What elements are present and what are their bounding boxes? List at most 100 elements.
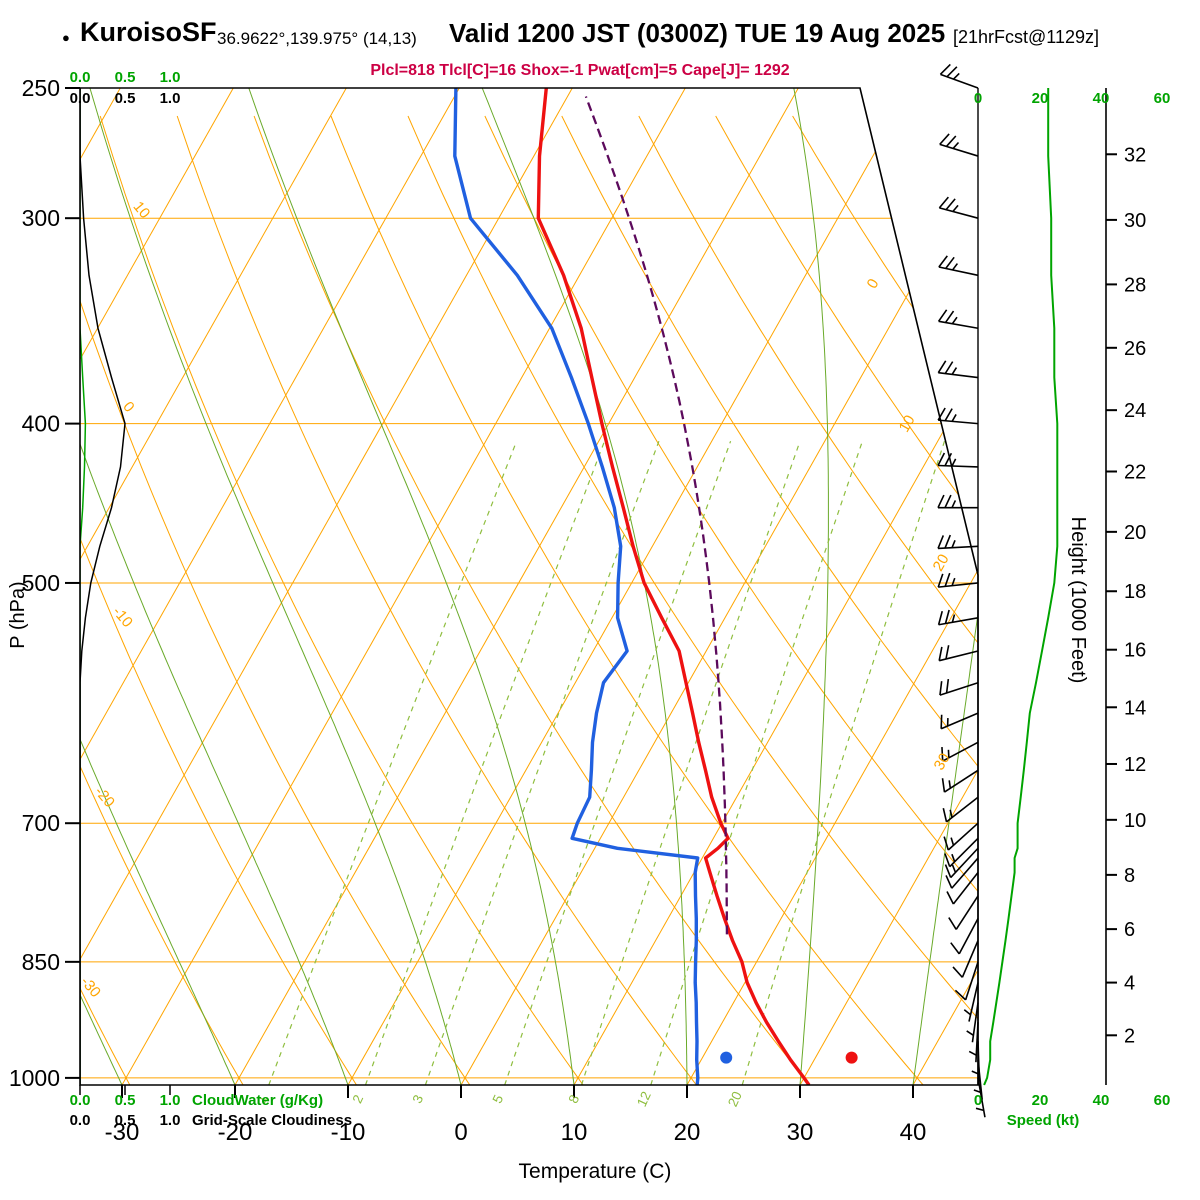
barb-staff — [942, 741, 979, 762]
barb-staff — [971, 1002, 979, 1043]
cloudiness-scale-top-2: 1.0 — [159, 90, 181, 107]
height-tick-label: 6 — [1124, 919, 1135, 941]
wind-barb — [939, 678, 979, 696]
height-tick-label: 14 — [1124, 697, 1146, 719]
sounding-indices: Plcl=818 Tlcl[C]=16 Shox=-1 Pwat[cm]=5 C… — [370, 62, 790, 79]
barb-full — [938, 196, 949, 209]
barb-full — [944, 452, 953, 467]
station-bullet-icon: ● — [62, 30, 70, 45]
barb-staff — [951, 857, 979, 889]
isotherm-line — [121, 88, 686, 1085]
wind-barb — [937, 494, 978, 509]
cloudiness-scale-top-1: 0.5 — [114, 90, 136, 107]
barb-staff — [939, 681, 979, 696]
cloudiness-axis-label: Grid-Scale Cloudiness — [192, 1112, 353, 1129]
pressure-tick-label: 500 — [22, 570, 60, 596]
barb-half — [966, 1030, 974, 1037]
barb-half — [948, 780, 952, 789]
speed-scale-top-2: 40 — [1092, 90, 1110, 107]
barb-full — [946, 891, 955, 905]
wind-barb — [968, 1022, 979, 1063]
wind-barb — [945, 857, 979, 889]
wind-barb — [937, 452, 979, 468]
moist-adiabat-line — [793, 88, 829, 1085]
height-tick-label: 12 — [1124, 754, 1146, 776]
isotherm-line — [573, 88, 978, 1085]
height-tick-label: 10 — [1124, 810, 1146, 832]
barb-full — [937, 494, 945, 509]
moist-adiabat-line — [80, 88, 349, 1085]
moist-adiabat-line — [89, 88, 462, 1085]
barb-half — [968, 1050, 977, 1056]
height-tick-label: 20 — [1124, 522, 1146, 544]
cloudiness-scale-bottom-0: 0.0 — [69, 1112, 91, 1129]
barb-full — [939, 133, 950, 145]
barb-full — [945, 198, 956, 211]
plot-border — [79, 87, 979, 1086]
speed-scale-bottom-1: 20 — [1031, 1092, 1049, 1109]
mixing-ratio-label: 20 — [725, 1089, 745, 1109]
speed-curve — [983, 88, 1059, 1086]
barb-half — [953, 72, 960, 80]
cloudwater-scale-top-2: 1.0 — [159, 69, 181, 86]
isotherm-label: 30 — [931, 750, 954, 773]
dry-adiabat-line — [869, 115, 978, 1085]
wind-barb — [942, 796, 979, 823]
barb-half — [951, 316, 958, 325]
barb-full — [941, 747, 944, 762]
temperature-tick-label: -10 — [331, 1119, 366, 1146]
barb-half — [951, 500, 957, 509]
barb-staff — [938, 419, 979, 425]
temperature-tick-label: -20 — [218, 1119, 253, 1146]
wind-barb — [971, 1041, 981, 1082]
barb-full — [939, 63, 951, 75]
barb-staff — [939, 143, 979, 157]
barb-full — [945, 256, 955, 269]
mixing-ratio-label: 3 — [410, 1093, 427, 1106]
isotherm-line — [80, 88, 347, 1085]
barb-full — [937, 573, 944, 588]
wind-barb — [937, 309, 979, 330]
dry-adiabat-label: -20 — [91, 783, 118, 811]
temperature-tick-label: 0 — [454, 1119, 467, 1146]
barb-full — [944, 494, 952, 509]
barb-full — [944, 572, 951, 587]
height-tick-label: 30 — [1124, 210, 1146, 232]
wind-barb — [937, 534, 979, 550]
wind-barb — [938, 196, 979, 219]
dry-adiabat-line — [1023, 116, 1200, 1085]
dry-adiabat-line — [407, 115, 978, 1085]
cloudwater-profile — [80, 88, 87, 1085]
height-tick-label: 32 — [1124, 144, 1146, 166]
wind-barb — [938, 255, 979, 277]
isotherm-line — [347, 88, 912, 1085]
barb-full — [937, 611, 944, 625]
barb-full — [937, 360, 947, 374]
wind-barb — [963, 982, 979, 1022]
barb-staff — [952, 871, 979, 905]
temperature-tick-label: -30 — [105, 1119, 140, 1146]
wind-barb — [952, 940, 979, 978]
cloudwater-scale-bottom-0: 0.0 — [69, 1092, 91, 1109]
wind-barb — [948, 895, 979, 930]
barb-half — [963, 1009, 972, 1016]
mixing-ratio-label: 2 — [350, 1093, 367, 1106]
barb-staff — [964, 961, 979, 1001]
barb-full — [944, 853, 951, 867]
barb-full — [937, 407, 946, 421]
barb-staff — [950, 847, 979, 879]
temperature-tick-label: 10 — [561, 1119, 588, 1146]
wind-barb — [937, 360, 979, 379]
isotherm-line — [80, 88, 573, 1085]
barb-staff — [947, 822, 979, 851]
wind-barb — [944, 847, 979, 879]
wind-barb — [966, 1002, 979, 1043]
dry-adiabat-line — [253, 115, 811, 1085]
barb-half — [951, 458, 957, 467]
speed-scale-top-0: 0 — [973, 90, 983, 107]
barb-full — [937, 309, 948, 322]
dry-adiabat-line — [176, 115, 697, 1085]
wind-barb — [950, 918, 979, 955]
wind-barb — [940, 712, 979, 730]
barb-full — [948, 917, 957, 930]
